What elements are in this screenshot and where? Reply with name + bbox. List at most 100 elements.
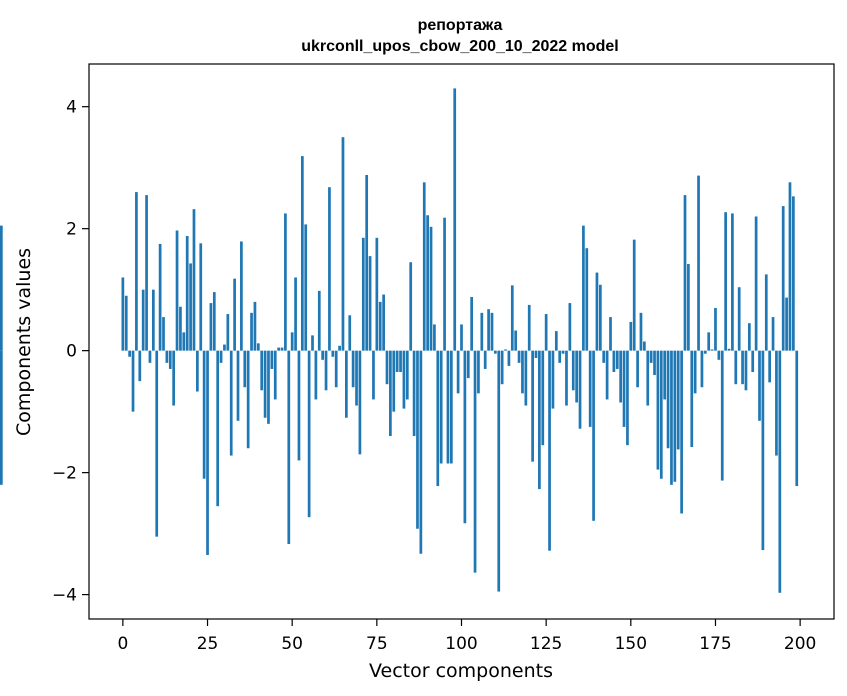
bar-134 xyxy=(575,350,578,403)
bar-140 xyxy=(595,272,599,351)
bar-176 xyxy=(717,350,721,360)
bar-16 xyxy=(175,230,179,351)
bar-86 xyxy=(412,350,416,437)
bar-40 xyxy=(256,343,260,351)
bar-7 xyxy=(145,195,148,351)
bar-195 xyxy=(781,206,785,351)
bar-35 xyxy=(240,241,243,351)
bar-55 xyxy=(307,350,311,518)
bar-184 xyxy=(744,350,748,391)
bar-30 xyxy=(223,344,226,351)
bar-151 xyxy=(632,239,636,351)
bar-169 xyxy=(693,350,697,394)
bar-4 xyxy=(135,192,138,351)
bar-112 xyxy=(500,350,504,385)
bar-57 xyxy=(314,350,318,400)
bar-163 xyxy=(673,350,677,482)
bar-180 xyxy=(731,213,734,351)
bar-69 xyxy=(355,350,358,406)
x-tick-label: 200 xyxy=(784,634,816,654)
bar-17 xyxy=(179,306,182,351)
bar-127 xyxy=(551,350,555,409)
bar-186 xyxy=(751,350,755,372)
bar-78 xyxy=(385,350,389,385)
bar-135 xyxy=(578,350,582,429)
bar-36 xyxy=(243,350,247,388)
bar-10 xyxy=(155,350,159,537)
bar-109 xyxy=(490,312,494,351)
bar-158 xyxy=(656,350,660,470)
bars-group xyxy=(0,88,799,593)
bar-173 xyxy=(707,332,711,351)
bar-88 xyxy=(419,350,423,554)
bar-157 xyxy=(653,350,656,376)
bar-149 xyxy=(626,350,629,446)
bar-182 xyxy=(737,287,741,351)
bar-12 xyxy=(162,317,165,351)
bar-53 xyxy=(300,156,304,351)
x-tick-label: 0 xyxy=(117,634,128,654)
bar-5 xyxy=(138,350,142,382)
bar-152 xyxy=(636,350,639,388)
bar-33 xyxy=(233,278,236,351)
bar-116 xyxy=(514,330,518,351)
bar-130 xyxy=(561,350,565,354)
bar-105 xyxy=(477,350,480,394)
y-tick-label: 0 xyxy=(66,342,77,362)
bar-41 xyxy=(260,350,264,391)
bar-190 xyxy=(764,274,768,351)
bar-34 xyxy=(236,350,240,421)
bar-65 xyxy=(341,137,345,351)
bar-60 xyxy=(324,350,328,391)
bar-191 xyxy=(768,350,772,383)
bar-194 xyxy=(778,350,782,593)
bar-45 xyxy=(273,350,277,400)
bar-96 xyxy=(446,350,450,464)
bar-73 xyxy=(368,256,372,351)
bar-47 xyxy=(280,347,284,351)
bar-145 xyxy=(612,350,616,372)
bar-147 xyxy=(619,350,623,403)
bar-71 xyxy=(361,237,365,351)
bar-104 xyxy=(473,350,477,573)
bar-177 xyxy=(720,350,724,481)
bar-31 xyxy=(226,314,230,351)
bar-144 xyxy=(609,317,612,351)
bar-121 xyxy=(531,350,534,462)
bar-185 xyxy=(747,323,751,351)
bar-19 xyxy=(185,235,189,351)
bar-166 xyxy=(683,195,687,351)
bar-58 xyxy=(317,290,321,351)
bar-61 xyxy=(328,187,331,351)
bar-196 xyxy=(785,297,788,351)
bar-132 xyxy=(568,303,572,351)
bar-1 xyxy=(124,295,128,351)
bar-68 xyxy=(351,350,355,388)
bar-113 xyxy=(504,349,507,351)
bar-178 xyxy=(724,212,727,351)
bar-119 xyxy=(524,350,528,406)
bar-21 xyxy=(192,209,196,351)
bar-188 xyxy=(758,350,761,421)
y-tick-label: 4 xyxy=(66,98,77,118)
bar-139 xyxy=(592,350,595,521)
bar-3 xyxy=(131,350,135,412)
bar-70 xyxy=(358,350,362,455)
bar-154 xyxy=(643,341,646,351)
bar-150 xyxy=(629,321,633,351)
bar-146 xyxy=(615,350,619,369)
bar-99 xyxy=(456,350,460,394)
bar-8 xyxy=(148,350,152,363)
bar-136 xyxy=(582,225,585,351)
bar-85 xyxy=(409,262,413,351)
bar-183 xyxy=(741,350,744,385)
bar-129 xyxy=(558,350,562,363)
bar-95 xyxy=(443,217,446,351)
y-axis-ticks: −4 −2 0 2 4 xyxy=(52,98,89,606)
bar-87 xyxy=(416,350,419,529)
bar-175 xyxy=(714,307,717,351)
bar-122 xyxy=(534,350,538,358)
bar-91 xyxy=(429,226,433,351)
bar-197 xyxy=(788,182,792,351)
bar-54 xyxy=(304,224,308,351)
